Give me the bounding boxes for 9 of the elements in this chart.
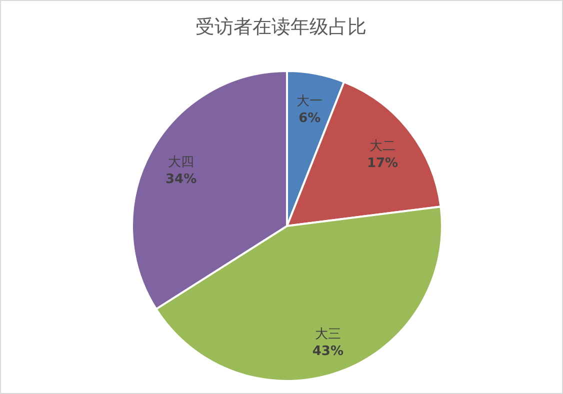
slice-label: 大一 bbox=[296, 94, 323, 110]
data-label: 6% bbox=[298, 111, 321, 126]
data-label: 17% bbox=[366, 156, 398, 171]
chart-title: 受访者在读年级占比 bbox=[196, 16, 366, 38]
slice-label: 大四 bbox=[168, 154, 194, 170]
data-label: 34% bbox=[165, 172, 197, 187]
data-label: 43% bbox=[312, 344, 344, 359]
slice-label: 大三 bbox=[314, 326, 341, 342]
slice-label: 大二 bbox=[370, 138, 396, 154]
